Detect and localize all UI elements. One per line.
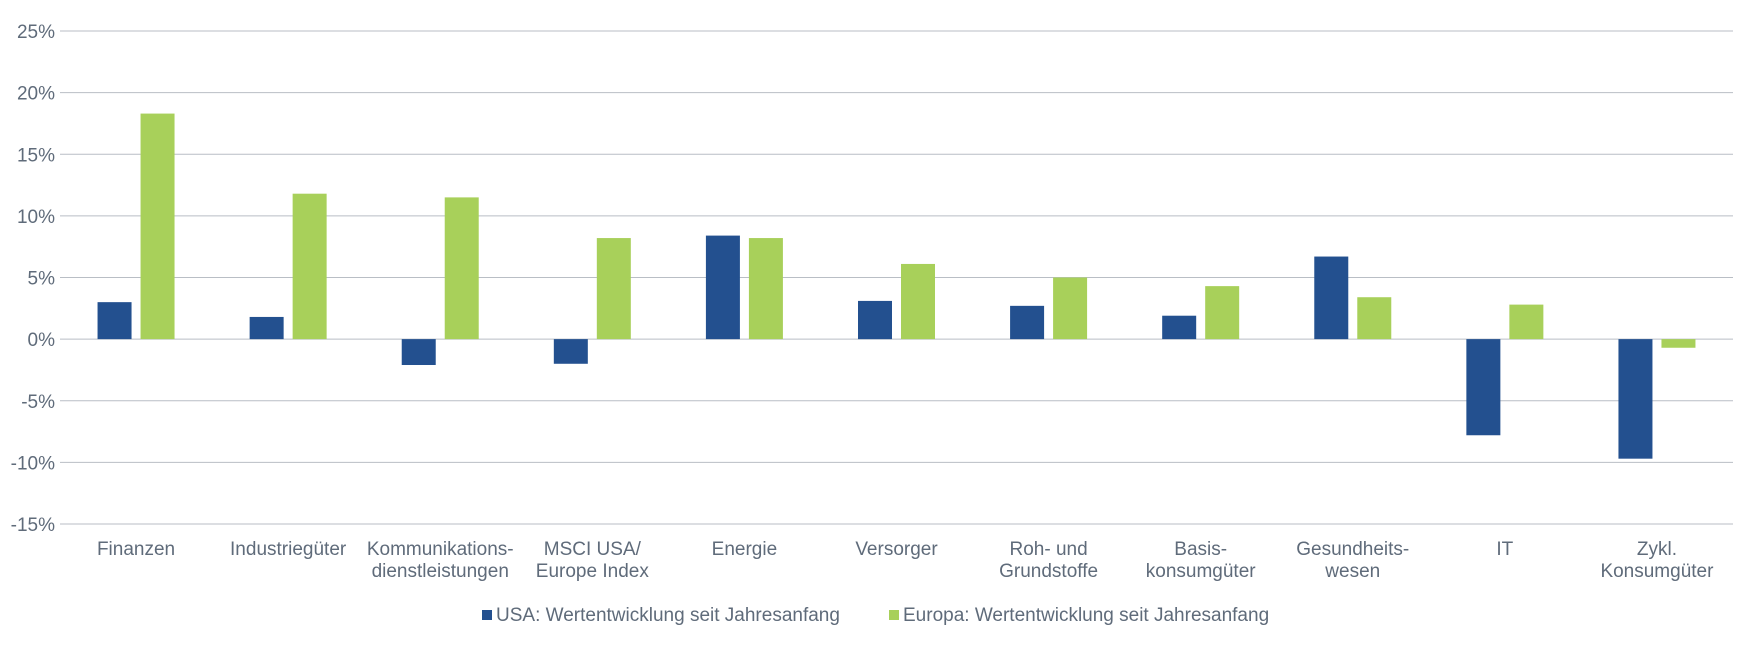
bar-usa xyxy=(1618,339,1653,459)
bar-europa xyxy=(140,113,175,340)
bar-usa xyxy=(553,339,588,364)
bar-usa xyxy=(1010,305,1045,340)
y-axis-tick-labels: 25% 20% 15% 10% 5% 0% -5% -10% -15% xyxy=(11,22,55,536)
bar-usa xyxy=(705,235,740,340)
bar-europa xyxy=(1509,304,1544,340)
x-category-label: Zykl. Konsumgüter xyxy=(1600,539,1714,582)
x-category-label: Roh- und Grundstoffe xyxy=(999,539,1098,582)
y-tick-label: 5% xyxy=(28,269,56,290)
bar-usa xyxy=(1314,256,1349,340)
bar-europa xyxy=(748,238,783,340)
y-tick-label: 10% xyxy=(17,207,55,228)
y-tick-label: 25% xyxy=(17,22,55,43)
y-tick-label: -15% xyxy=(11,515,55,536)
bar-europa xyxy=(292,193,327,340)
x-category-label: Basis-konsumgüter xyxy=(1146,539,1257,582)
x-category-label: MSCI USA/Europe Index xyxy=(536,539,650,582)
bar-usa xyxy=(858,300,892,340)
bar-usa xyxy=(97,302,132,340)
bar-europa xyxy=(901,263,935,340)
legend-swatch-usa xyxy=(482,610,492,620)
x-category-label: Versorger xyxy=(855,539,938,560)
bar-europa xyxy=(1053,277,1088,340)
x-category-label: Kommunikations-dienstleistungen xyxy=(367,539,514,582)
x-axis-category-labels: Finanzen Industriegüter Kommunikations-die… xyxy=(97,539,1714,582)
legend-swatch-europa xyxy=(889,610,899,620)
bars xyxy=(97,113,1696,459)
legend-label-usa: USA: Wertentwicklung seit Jahresanfang xyxy=(496,605,840,626)
x-category-label: Finanzen xyxy=(97,539,175,560)
bar-europa xyxy=(444,197,479,340)
bar-usa xyxy=(1162,315,1197,340)
bar-europa xyxy=(596,238,631,340)
bar-europa xyxy=(1357,297,1392,340)
bar-usa xyxy=(249,316,284,340)
legend: USA: Wertentwicklung seit Jahresanfang E… xyxy=(482,605,1269,626)
bar-europa xyxy=(1205,286,1240,340)
bar-europa xyxy=(1661,339,1696,348)
bar-usa xyxy=(401,339,436,366)
y-tick-label: -5% xyxy=(21,392,55,413)
x-category-label: Energie xyxy=(712,539,778,560)
y-tick-label: 20% xyxy=(17,84,55,105)
bar-usa xyxy=(1466,339,1501,436)
x-category-label: Industriegüter xyxy=(230,539,347,560)
y-tick-label: 15% xyxy=(17,145,55,166)
legend-label-europa: Europa: Wertentwicklung seit Jahresanfan… xyxy=(903,605,1269,626)
x-category-label: Gesundheits-wesen xyxy=(1296,539,1409,582)
x-category-label: IT xyxy=(1496,539,1513,560)
y-tick-label: -10% xyxy=(11,453,55,474)
y-tick-label: 0% xyxy=(28,330,56,351)
gridlines xyxy=(60,30,1733,525)
